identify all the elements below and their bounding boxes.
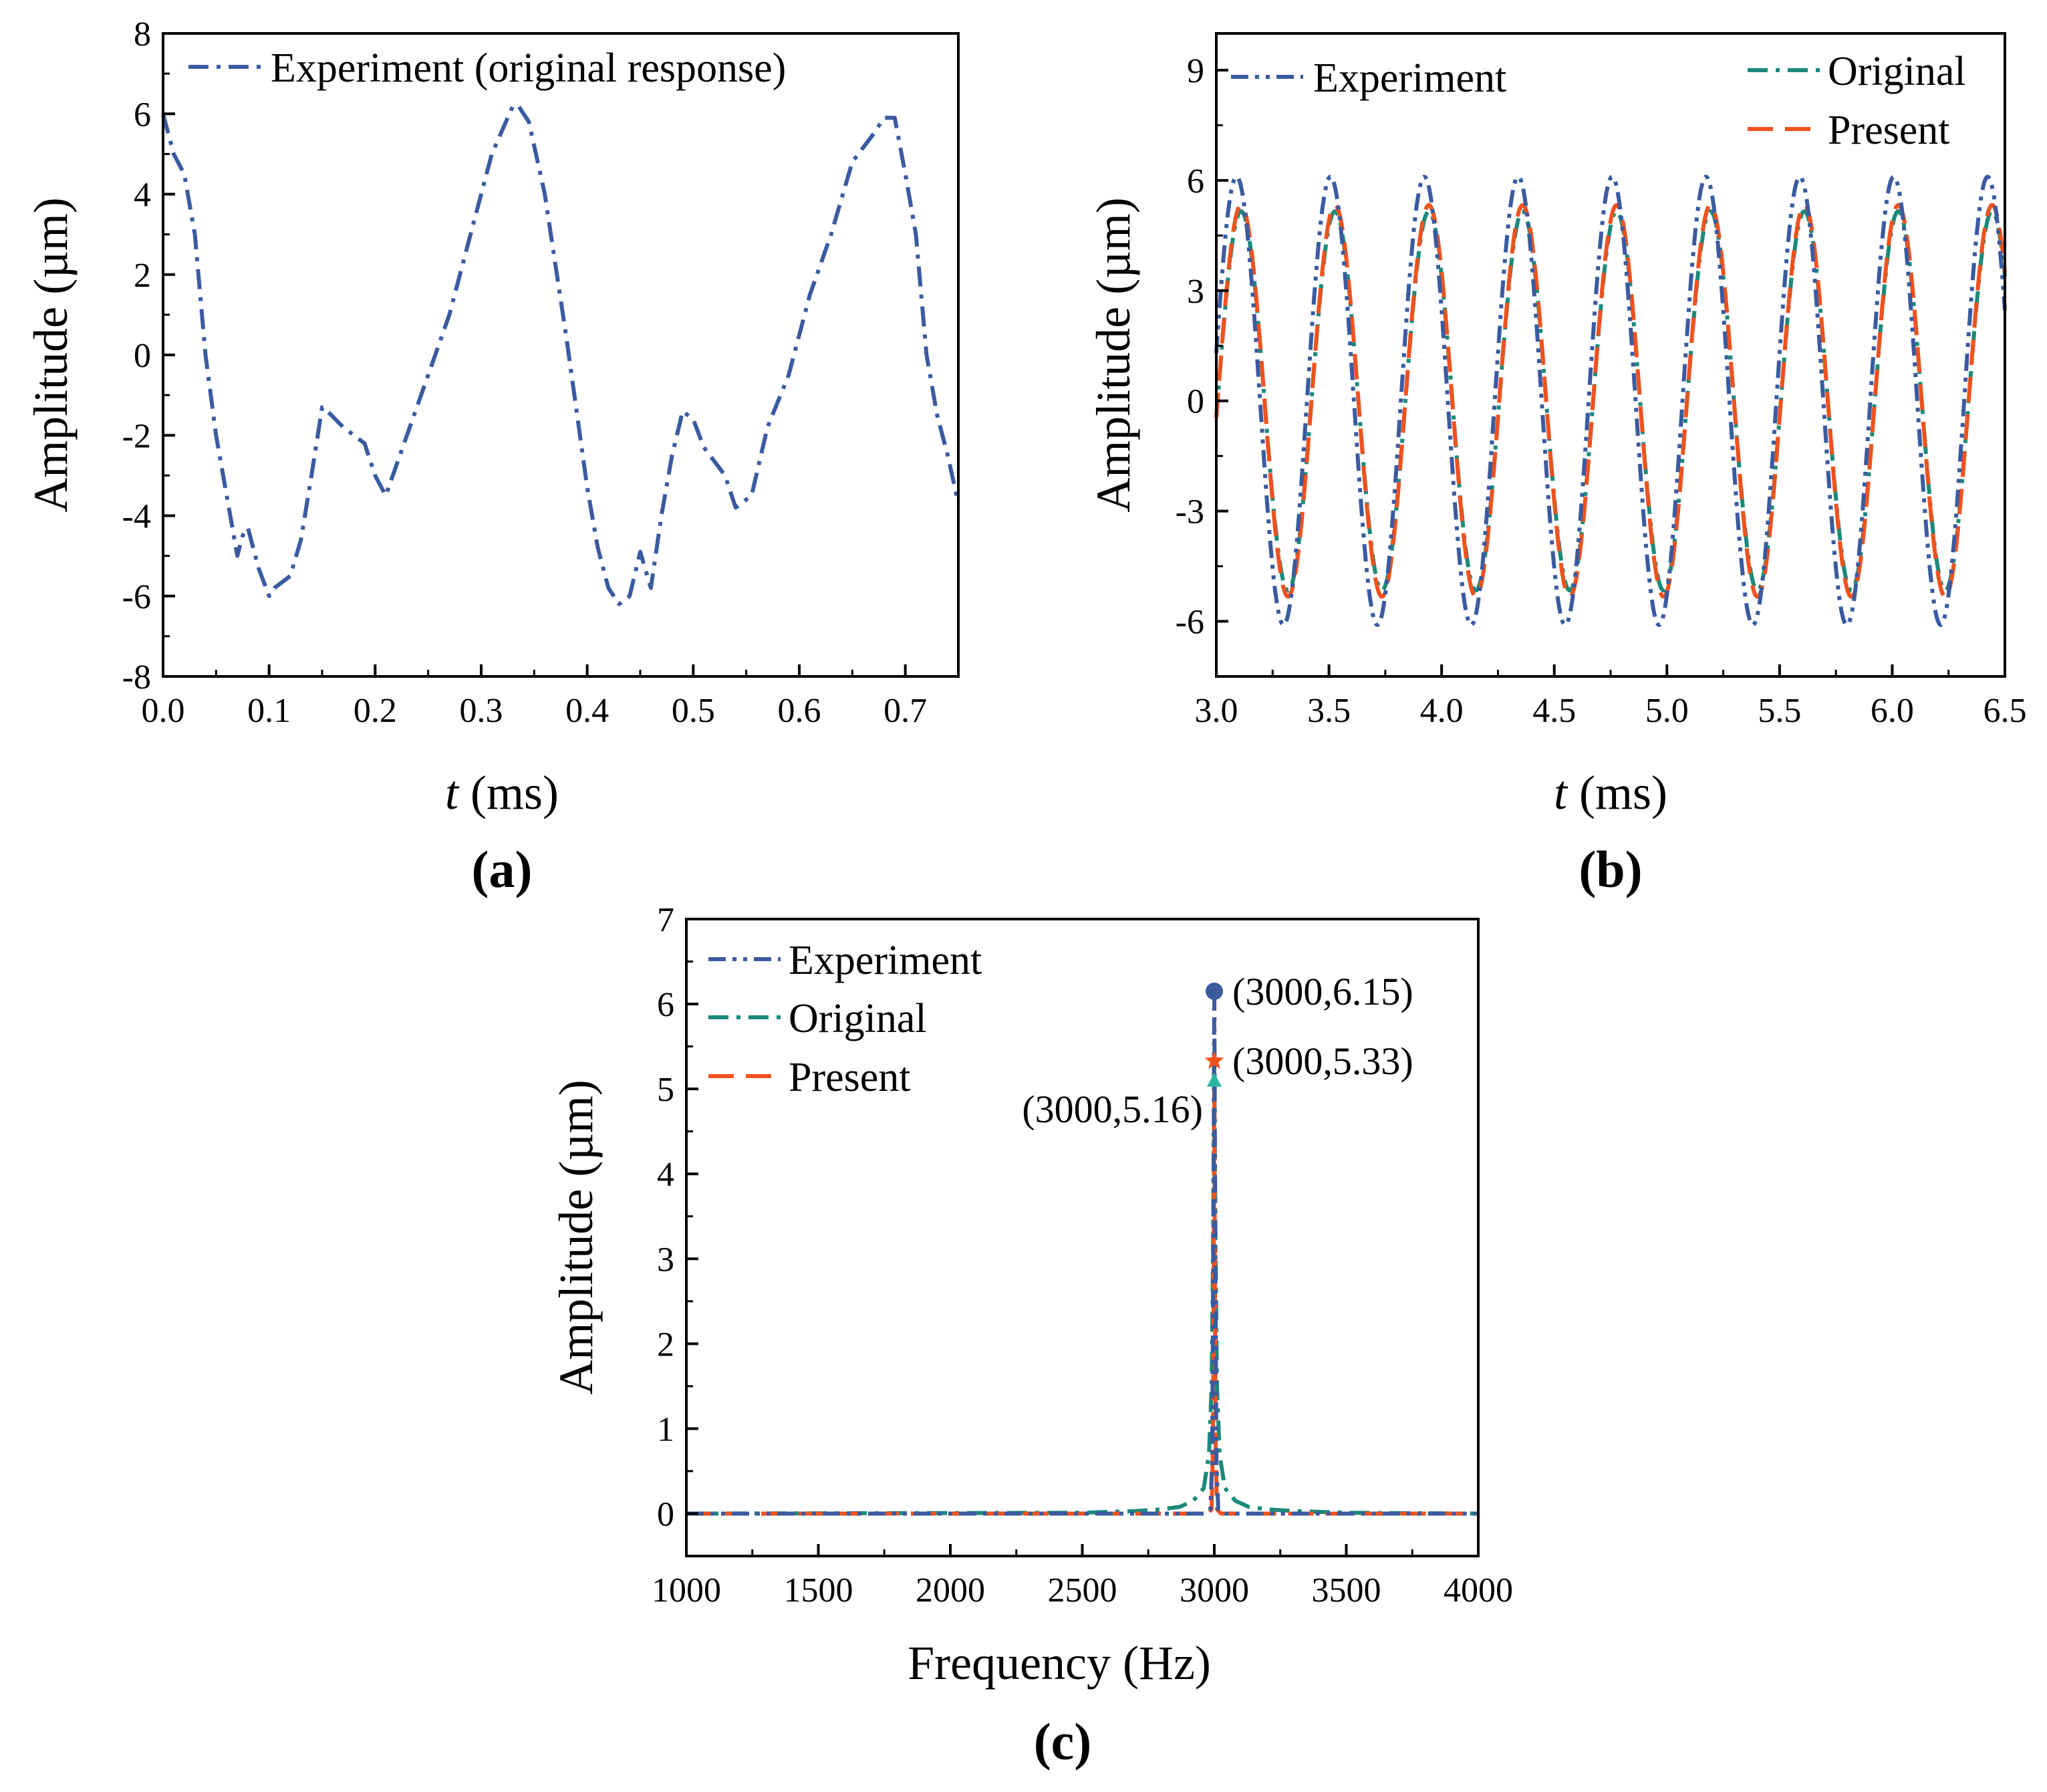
x-tick-label: 3.0 [1195,692,1238,730]
x-tick-label: 3.5 [1307,692,1351,730]
x-tick-label: 3500 [1312,1571,1381,1610]
y-tick-label: -3 [1176,493,1204,531]
x-tick-label: 6.5 [1984,692,2027,730]
y-tick-label: -2 [122,417,151,455]
x-tick-label: 0.0 [142,692,185,730]
x-tick-label: 0.1 [247,692,291,730]
panel-c-legend: Experiment Original Present [708,938,982,1100]
x-tick-label: 5.5 [1758,692,1801,730]
peak-annotation-label: (3000,6.15) [1232,970,1413,1013]
x-tick-label: 0.5 [672,692,715,730]
y-tick-label: 0 [134,337,151,375]
y-tick-label: 1 [657,1410,674,1448]
series-line-original [686,1073,1479,1516]
panel-b-legend: Experiment Original Present [1231,49,1966,153]
x-tick-label: 1500 [784,1571,853,1610]
y-tick-label: 9 [1187,52,1204,90]
panel-c-peak-annotations: (3000,6.15) (3000,5.33) (3000,5.16) [1022,970,1413,1131]
panel-b-x-axis-title: t (ms) [1554,766,1667,819]
panel-b-ticks: 3.0 3.5 4.0 4.5 5.0 5.5 6.0 6.5 -6 -3 0 3 6 9 [1176,52,2027,730]
y-tick-label: 0 [657,1495,674,1533]
peak-marker-original [1207,1072,1222,1087]
x-tick-label: 1000 [652,1571,721,1610]
panel-b-y-axis-title: Amplitude (µm) [1087,197,1140,512]
y-tick-label: 4 [134,176,151,215]
x-tick-label: 0.3 [460,692,503,730]
y-tick-label: -6 [1176,604,1204,642]
y-tick-label: 2 [134,257,151,295]
y-tick-label: 8 [134,15,151,53]
series-line-experiment-original-response [161,104,960,606]
x-tick-label: 0.6 [778,692,821,730]
panel-a-x-axis-title: t (ms) [445,766,559,819]
panel-c-x-axis-title: Frequency (Hz) [908,1636,1211,1690]
series-line-present [1214,203,2007,599]
x-tick-label: 4.5 [1532,692,1576,730]
legend-label-present: Present [789,1055,911,1100]
series-line-experiment [1214,174,2007,627]
panel-c-y-axis-title: Amplitude (µm) [549,1079,603,1394]
legend-label-experiment-original-response: Experiment (original response) [271,45,786,91]
panel-c: 1000 1500 2000 2500 3000 3500 4000 0 1 2 3 4 5 6 7 Exp… [549,901,1513,1771]
y-tick-label: 3 [657,1241,674,1279]
y-tick-label: 0 [1187,383,1204,421]
peak-annotation-label: (3000,5.33) [1232,1039,1413,1083]
x-tick-label: 0.2 [354,692,397,730]
y-tick-label: 6 [134,96,151,134]
y-tick-label: 5 [657,1071,674,1109]
panel-a-legend: Experiment (original response) [188,45,786,91]
y-tick-label: -4 [122,498,151,536]
peak-annotation-label: (3000,5.16) [1022,1087,1203,1131]
panel-b-label: (b) [1579,840,1642,898]
x-tick-label: 3000 [1180,1571,1249,1610]
y-tick-label: 7 [657,901,674,939]
x-tick-label: 5.0 [1645,692,1689,730]
legend-label-present: Present [1828,108,1950,153]
x-tick-label: 2000 [916,1571,985,1610]
legend-label-original: Original [1828,49,1966,94]
panel-a-label: (a) [472,840,533,898]
y-tick-label: 6 [657,986,674,1024]
peak-marker-experiment [1206,983,1223,1001]
legend-label-experiment: Experiment [1313,55,1506,101]
x-tick-label: 6.0 [1871,692,1914,730]
panel-b-plot-area [1214,174,2007,627]
legend-label-experiment: Experiment [789,938,982,983]
x-tick-label: 4000 [1444,1571,1513,1610]
y-tick-label: 6 [1187,162,1204,201]
panel-c-ticks: 1000 1500 2000 2500 3000 3500 4000 0 1 2 3 4 5 6 7 [652,901,1513,1610]
panel-a-ticks: 0.0 0.1 0.2 0.3 0.4 0.5 0.6 0.7 -8 -6 -4 -2 0 2 4 6 8 [122,15,927,730]
y-tick-label: 4 [657,1156,674,1194]
x-tick-label: 0.4 [565,692,609,730]
panel-a-plot-area [161,104,960,606]
panel-a: 0.0 0.1 0.2 0.3 0.4 0.5 0.6 0.7 -8 -6 -4 -2 0 2 4 6 8 Ex… [24,15,960,898]
y-tick-label: 2 [657,1325,674,1364]
legend-label-original: Original [789,996,927,1041]
y-tick-label: 3 [1187,273,1204,311]
panel-c-label: (c) [1034,1712,1092,1771]
peak-marker-present [1204,1051,1224,1069]
y-tick-label: -8 [122,658,151,696]
panel-a-y-axis-title: Amplitude (µm) [24,197,78,512]
x-tick-label: 2500 [1048,1571,1117,1610]
y-tick-label: -6 [122,578,151,616]
x-tick-label: 0.7 [883,692,927,730]
panel-b: 3.0 3.5 4.0 4.5 5.0 5.5 6.0 6.5 -6 -3 0 3 6 9 Experim… [1087,32,2027,898]
x-tick-label: 4.0 [1420,692,1464,730]
